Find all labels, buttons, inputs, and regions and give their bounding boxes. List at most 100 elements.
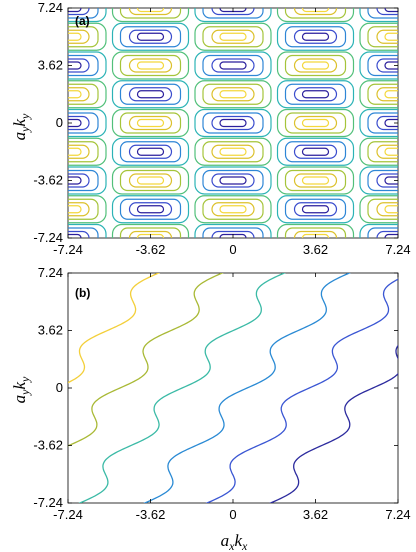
contour-line: [219, 147, 247, 156]
contour-line: [119, 26, 182, 48]
contour-line: [128, 87, 173, 102]
contour-line: [68, 202, 90, 217]
contour-line: [211, 87, 255, 102]
contour-line: [293, 58, 338, 73]
contour-line: [284, 141, 347, 163]
contour-line: [293, 144, 338, 159]
contour-line: [276, 195, 355, 224]
contour-line: [68, 144, 90, 159]
contour-line: [376, 87, 398, 102]
contour-line: [359, 195, 398, 224]
contour-line: [68, 26, 99, 48]
panel-a-xtick-label: -3.62: [136, 242, 166, 257]
contour-line: [128, 173, 173, 188]
contour-line: [384, 118, 398, 128]
contour-line: [211, 29, 255, 44]
contour-line: [194, 223, 272, 238]
contour-line: [68, 83, 99, 105]
panel-a-xtick-label: 7.24: [385, 242, 410, 257]
contour-line: [119, 141, 182, 163]
panel-b-lines: [68, 273, 398, 503]
contour-line: [68, 141, 99, 163]
panel-a-label: (a): [75, 14, 90, 28]
contour-line: [194, 195, 272, 224]
contour-line: [111, 195, 190, 224]
contour-line: [194, 8, 272, 23]
contour-line: [194, 80, 272, 109]
panel-a-contours: [68, 8, 398, 238]
contour-line: [219, 205, 247, 214]
panel-a-frame: [67, 7, 399, 239]
contour-line: [211, 58, 255, 73]
contour-line: [194, 166, 272, 195]
contour-line: [284, 54, 347, 77]
contour-line: [136, 176, 165, 185]
contour-line: [211, 115, 255, 131]
panel-b-frame: [67, 272, 399, 504]
contour-line: [359, 80, 398, 109]
contour-line: [111, 8, 190, 23]
panel-a-ytick-label: -3.62: [33, 173, 63, 188]
contour-line: [68, 87, 90, 102]
contour-line: [68, 118, 82, 128]
contour-line: [128, 58, 173, 73]
panel-b-xtick-label: 7.24: [385, 507, 410, 522]
contour-line: [119, 227, 182, 238]
contour-line-3: [78, 273, 286, 503]
contour-line: [111, 22, 190, 51]
contour-line: [384, 205, 398, 214]
contour-line: [119, 83, 182, 105]
contour-line: [384, 90, 398, 99]
contour-line: [202, 227, 264, 238]
contour-line: [284, 83, 347, 105]
contour-line: [128, 8, 173, 16]
panel-b-ytick-label: 3.62: [38, 323, 63, 338]
panel-a-ytick-label: 3.62: [38, 58, 63, 73]
contour-line: [194, 108, 272, 138]
contour-line: [384, 61, 398, 70]
contour-line: [293, 115, 338, 131]
contour-line: [276, 223, 355, 238]
contour-line: [284, 26, 347, 48]
contour-line: [376, 173, 398, 188]
contour-line: [359, 108, 398, 138]
contour-line: [68, 108, 107, 138]
contour-line-4: [143, 273, 351, 503]
panel-b-xtick-label: 3.62: [303, 507, 328, 522]
contour-line: [284, 198, 347, 220]
contour-line: [367, 141, 398, 163]
panel-a-xtick-label: 3.62: [303, 242, 328, 257]
contour-line: [284, 227, 347, 238]
contour-line: [293, 202, 338, 217]
contour-line: [68, 80, 107, 109]
contour-line: [301, 118, 330, 128]
contour-line: [293, 8, 338, 16]
panel-a-ytick-label: 7.24: [38, 0, 63, 15]
contour-line: [276, 108, 355, 138]
contour-line: [68, 29, 90, 44]
contour-line-6: [269, 344, 398, 503]
contour-line: [136, 205, 165, 214]
contour-line: [194, 22, 272, 51]
contour-line: [136, 90, 165, 99]
contour-line: [202, 141, 264, 163]
panel-b-ytick-label: 7.24: [38, 265, 63, 280]
contour-line: [367, 26, 398, 48]
contour-line: [219, 32, 247, 41]
contour-line: [293, 173, 338, 188]
contour-line: [293, 87, 338, 102]
contour-line: [68, 166, 107, 195]
contour-line: [284, 112, 347, 134]
panel-b-ytick-label: -3.62: [33, 438, 63, 453]
contour-line: [359, 22, 398, 51]
contour-line: [111, 166, 190, 195]
contour-line: [376, 144, 398, 159]
contour-line: [367, 54, 398, 77]
contour-line: [276, 22, 355, 51]
contour-line: [384, 176, 398, 185]
contour-line: [276, 166, 355, 195]
contour-line: [359, 137, 398, 166]
contour-line: [276, 8, 355, 23]
contour-line: [128, 230, 173, 238]
